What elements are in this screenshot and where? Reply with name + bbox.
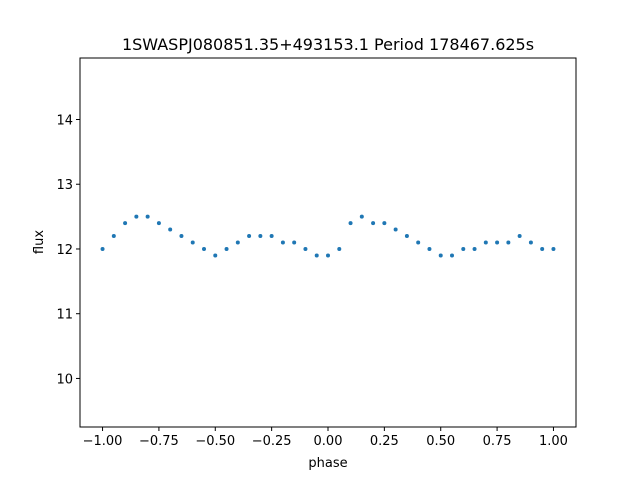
data-point (213, 253, 218, 258)
data-point (427, 246, 432, 251)
x-tick-label: 0.25 (370, 434, 399, 449)
data-point (179, 234, 184, 239)
chart-title: 1SWASPJ080851.35+493153.1 Period 178467.… (122, 35, 534, 54)
data-point (393, 227, 398, 232)
data-point (168, 227, 173, 232)
x-axis: −1.00 −0.75 −0.50 −0.25 0.00 0.25 0.50 0.75 1.00 (83, 427, 568, 449)
data-point (292, 240, 297, 245)
data-point (495, 240, 500, 245)
data-point (202, 246, 206, 251)
data-point (247, 234, 252, 239)
x-tick-label: 0.00 (314, 434, 343, 449)
x-tick-label: 1.00 (539, 434, 568, 449)
data-point (280, 240, 285, 245)
data-point (416, 240, 421, 245)
data-point (371, 221, 376, 226)
points-layer (100, 214, 556, 258)
data-point (359, 214, 364, 219)
y-tick-label: 12 (56, 243, 73, 258)
x-tick-label: 0.50 (426, 434, 455, 449)
data-point (235, 240, 240, 245)
y-tick-label: 13 (56, 178, 73, 193)
data-point (528, 240, 533, 245)
y-tick-label: 11 (56, 308, 73, 323)
x-tick-label: −0.50 (195, 434, 235, 449)
data-point (404, 234, 409, 239)
data-point (337, 246, 342, 251)
data-point (224, 246, 229, 251)
y-tick-label: 14 (56, 114, 73, 129)
x-tick-label: −0.75 (139, 434, 179, 449)
data-point (269, 234, 274, 239)
y-axis: 10 11 12 13 14 (56, 114, 80, 387)
x-tick-label: −1.00 (83, 434, 123, 449)
data-point (517, 234, 522, 239)
data-point (483, 240, 488, 245)
data-point (472, 246, 477, 251)
x-tick-label: −0.25 (252, 434, 292, 449)
data-point (314, 253, 319, 258)
x-tick-label: 0.75 (483, 434, 512, 449)
data-point (540, 246, 545, 251)
data-point (100, 246, 105, 251)
y-tick-label: 10 (56, 372, 73, 387)
data-point (326, 253, 330, 258)
data-point (506, 240, 511, 245)
data-point (123, 221, 128, 226)
data-point (258, 234, 263, 239)
x-axis-label: phase (308, 456, 347, 471)
data-point (134, 214, 139, 219)
data-point (551, 246, 556, 251)
data-point (461, 246, 466, 251)
data-point (145, 214, 150, 219)
data-point (450, 253, 454, 258)
data-point (156, 221, 161, 226)
data-point (303, 246, 308, 251)
data-point (190, 240, 195, 245)
data-point (348, 221, 353, 226)
data-point (111, 234, 116, 239)
y-axis-label: flux (32, 230, 47, 254)
data-point (382, 221, 387, 226)
data-point (438, 253, 443, 258)
